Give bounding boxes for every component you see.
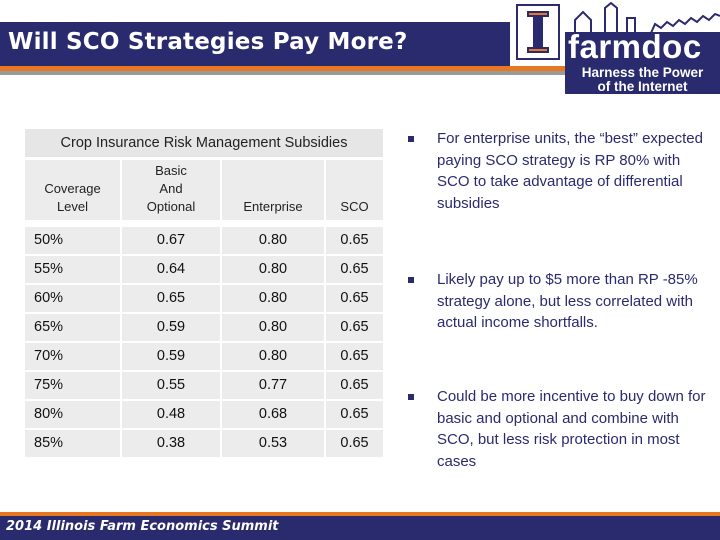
- square-bullet-icon: [408, 136, 414, 142]
- cell-level: 80%: [25, 401, 120, 428]
- header-basic-line1: Basic: [155, 163, 187, 178]
- table-row: 80% 0.48 0.68 0.65: [25, 401, 383, 428]
- header-coverage-line1: Coverage: [44, 181, 101, 196]
- cell-basic: 0.55: [122, 372, 220, 399]
- cell-level: 65%: [25, 314, 120, 341]
- bullet-text: Could be more incentive to buy down for …: [437, 388, 706, 470]
- footer-text: 2014 Illinois Farm Economics Summit: [6, 519, 279, 534]
- bullet-text: For enterprise units, the “best” expecte…: [437, 130, 703, 212]
- cell-enterprise: 0.53: [222, 430, 324, 457]
- logo-tagline: Harness the Power of the Internet: [565, 66, 720, 94]
- cell-sco: 0.65: [326, 314, 383, 341]
- cell-sco: 0.65: [326, 285, 383, 312]
- cell-enterprise: 0.80: [222, 285, 324, 312]
- logo-panel: [565, 32, 720, 94]
- cell-sco: 0.65: [326, 343, 383, 370]
- cell-basic: 0.59: [122, 314, 220, 341]
- cell-level: 75%: [25, 372, 120, 399]
- cell-sco: 0.65: [326, 227, 383, 254]
- tagline-line-1: Harness the Power: [581, 65, 704, 80]
- footer-bar: [0, 516, 720, 540]
- cell-basic: 0.59: [122, 343, 220, 370]
- cell-level: 55%: [25, 256, 120, 283]
- cell-basic: 0.64: [122, 256, 220, 283]
- cell-basic: 0.38: [122, 430, 220, 457]
- square-bullet-icon: [408, 394, 414, 400]
- cell-level: 50%: [25, 227, 120, 254]
- header-sco-label: SCO: [340, 199, 369, 214]
- header-orange-rule: [0, 66, 565, 71]
- header-basic-line3: Optional: [146, 199, 196, 214]
- table-caption: Crop Insurance Risk Management Subsidies: [25, 129, 383, 157]
- cell-sco: 0.65: [326, 372, 383, 399]
- table-row: 70% 0.59 0.80 0.65: [25, 343, 383, 370]
- cell-sco: 0.65: [326, 256, 383, 283]
- header-enterprise: Enterprise: [222, 160, 324, 220]
- cell-enterprise: 0.80: [222, 227, 324, 254]
- table-row: 75% 0.55 0.77 0.65: [25, 372, 383, 399]
- header-sco: SCO: [326, 160, 383, 220]
- table-row: 85% 0.38 0.53 0.65: [25, 430, 383, 457]
- farm-skyline-icon: [565, 1, 720, 34]
- cell-sco: 0.65: [326, 401, 383, 428]
- table-row: 60% 0.65 0.80 0.65: [25, 285, 383, 312]
- cell-basic: 0.48: [122, 401, 220, 428]
- slide-title: Will SCO Strategies Pay More?: [8, 29, 408, 55]
- cell-basic: 0.67: [122, 227, 220, 254]
- table-row: 50% 0.67 0.80 0.65: [25, 227, 383, 254]
- header-gray-rule: [0, 71, 565, 75]
- cell-enterprise: 0.68: [222, 401, 324, 428]
- title-bar: [0, 22, 510, 66]
- logo-wordmark: farmdoc: [568, 28, 702, 65]
- header-coverage-level: Coverage Level: [25, 160, 120, 220]
- cell-level: 60%: [25, 285, 120, 312]
- illinois-block-i-icon: [516, 4, 560, 60]
- slide-header: Will SCO Strategies Pay More? farmdoc Ha…: [0, 0, 720, 95]
- tagline-line-2: of the Internet: [597, 79, 688, 94]
- square-bullet-icon: [408, 277, 414, 283]
- header-enterprise-label: Enterprise: [243, 199, 303, 214]
- cell-enterprise: 0.80: [222, 256, 324, 283]
- table-row: 65% 0.59 0.80 0.65: [25, 314, 383, 341]
- footer-orange-rule: [0, 512, 720, 516]
- cell-basic: 0.65: [122, 285, 220, 312]
- bullet-text: Likely pay up to $5 more than RP -85% st…: [437, 271, 698, 331]
- cell-enterprise: 0.80: [222, 314, 324, 341]
- cell-enterprise: 0.80: [222, 343, 324, 370]
- header-basic-line2: And: [159, 181, 183, 196]
- header-coverage-line2: Level: [56, 199, 89, 214]
- cell-sco: 0.65: [326, 430, 383, 457]
- header-basic-optional: Basic And Optional: [122, 160, 220, 220]
- cell-level: 70%: [25, 343, 120, 370]
- cell-level: 85%: [25, 430, 120, 457]
- cell-enterprise: 0.77: [222, 372, 324, 399]
- table-row: 55% 0.64 0.80 0.65: [25, 256, 383, 283]
- table-header-row: Coverage Level Basic And Optional Enterp…: [25, 160, 383, 220]
